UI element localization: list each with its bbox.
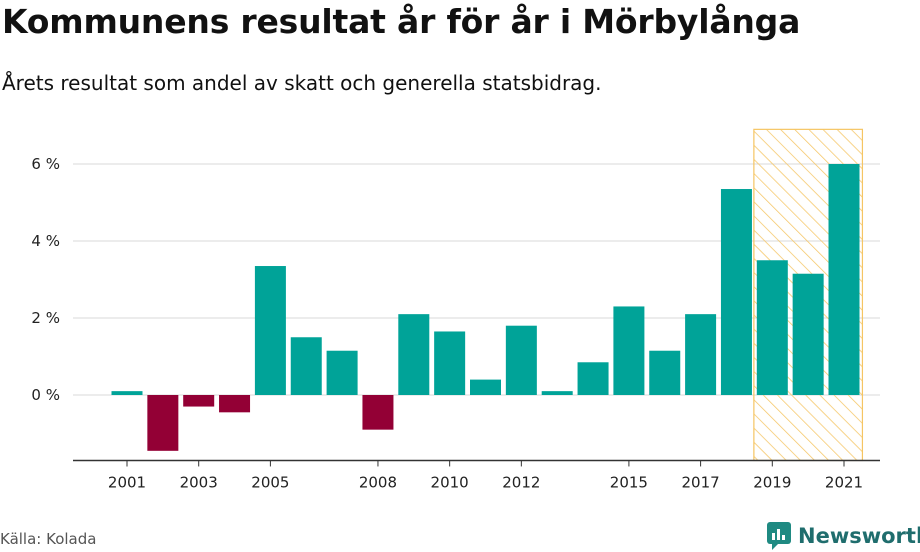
bar-2007: [326, 350, 358, 395]
bar-2005: [254, 266, 286, 395]
bar-2016: [649, 350, 681, 395]
bar-2004: [219, 395, 251, 413]
bar-2014: [577, 362, 609, 395]
y-tick-label: 6 %: [31, 155, 60, 173]
bar-2010: [434, 331, 466, 395]
bar-2003: [183, 395, 215, 407]
bar-2011: [470, 379, 501, 395]
bar-2006: [290, 337, 322, 395]
bar-2015: [613, 306, 645, 395]
x-tick-label: 2012: [502, 473, 540, 491]
bar-2017: [685, 314, 717, 395]
x-tick-label: 2003: [180, 473, 218, 491]
bar-2021: [828, 164, 860, 395]
bar-2002: [147, 395, 179, 451]
x-tick-label: 2019: [753, 473, 791, 491]
bar-2019: [756, 260, 788, 395]
y-tick-label: 0 %: [31, 386, 60, 404]
bar-2009: [398, 314, 430, 395]
bar-2018: [720, 189, 752, 395]
x-tick-label: 2010: [431, 473, 469, 491]
x-tick-label: 2017: [682, 473, 720, 491]
brand-name: Newsworthy: [798, 524, 920, 548]
y-tick-label: 4 %: [31, 232, 60, 250]
x-tick-label: 2015: [610, 473, 648, 491]
newsworthy-logo-icon: [767, 522, 791, 550]
x-tick-label: 2008: [359, 473, 397, 491]
chart-title: Kommunens resultat år för år i Mörbylång…: [2, 2, 801, 41]
x-tick-label: 2001: [108, 473, 146, 491]
bar-2013: [541, 391, 573, 395]
bar-2001: [111, 391, 143, 395]
source-label: Källa: Kolada: [0, 530, 97, 548]
chart-subtitle: Årets resultat som andel av skatt och ge…: [2, 71, 602, 95]
y-tick-label: 2 %: [31, 309, 60, 327]
x-tick-label: 2021: [825, 473, 863, 491]
bar-chart: 0 % 2 % 4 % 6 % 2001 2003 2005 2008 2010 2012 2015…: [31, 128, 880, 491]
x-tick-label: 2005: [251, 473, 289, 491]
bar-2012: [505, 325, 537, 395]
bar-2008: [362, 395, 394, 430]
bar-2020: [792, 273, 824, 395]
brand-logo: Newsworthy: [766, 520, 920, 552]
